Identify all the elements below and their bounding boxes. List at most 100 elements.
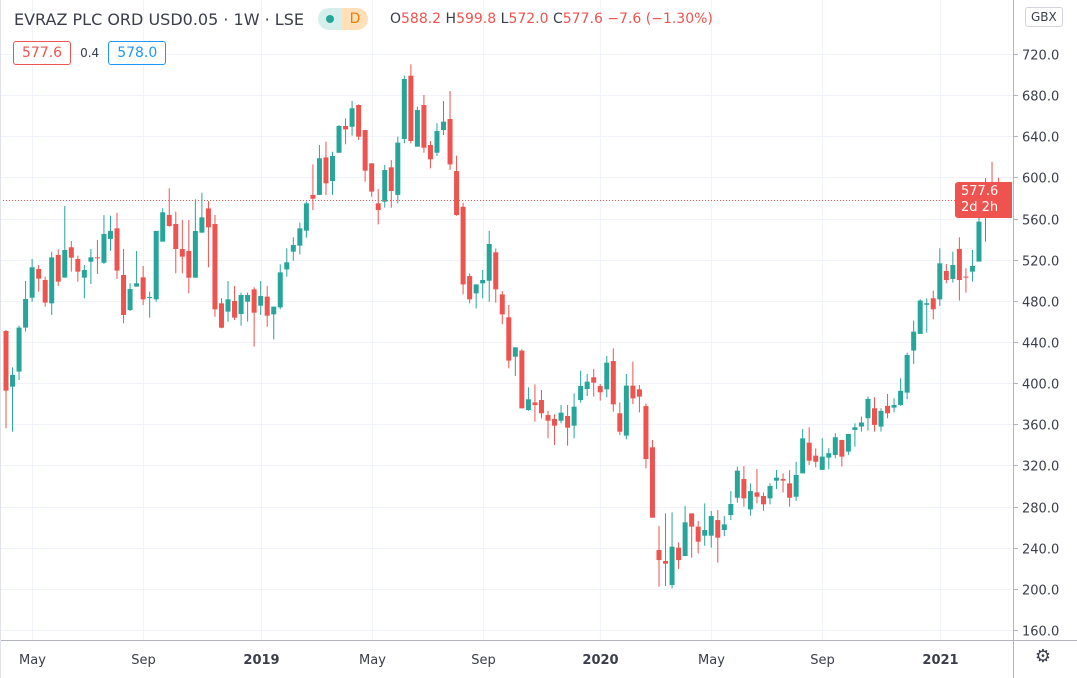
candle[interactable] bbox=[669, 512, 675, 589]
candle[interactable] bbox=[904, 352, 910, 400]
candle[interactable] bbox=[610, 348, 616, 412]
candle[interactable] bbox=[388, 160, 394, 208]
candle[interactable] bbox=[473, 284, 479, 309]
candle[interactable] bbox=[218, 298, 224, 329]
candle[interactable] bbox=[741, 466, 747, 507]
candle[interactable] bbox=[395, 136, 401, 204]
candle[interactable] bbox=[976, 217, 982, 262]
candle[interactable] bbox=[434, 123, 440, 157]
candle[interactable] bbox=[512, 347, 518, 376]
candle[interactable] bbox=[715, 509, 721, 563]
candle[interactable] bbox=[676, 542, 682, 570]
candle[interactable] bbox=[858, 416, 864, 432]
candle[interactable] bbox=[375, 188, 381, 225]
candle[interactable] bbox=[695, 520, 701, 554]
candle[interactable] bbox=[467, 273, 473, 304]
candle[interactable] bbox=[728, 491, 734, 521]
candle[interactable] bbox=[865, 396, 871, 431]
candle[interactable] bbox=[10, 367, 16, 432]
candle[interactable] bbox=[898, 378, 904, 406]
candle[interactable] bbox=[571, 393, 577, 439]
candle[interactable] bbox=[852, 423, 858, 447]
candle[interactable] bbox=[584, 373, 590, 397]
candle[interactable] bbox=[519, 349, 525, 409]
candle[interactable] bbox=[414, 106, 420, 147]
buy-button[interactable]: 578.0 bbox=[108, 41, 167, 65]
candle[interactable] bbox=[134, 250, 140, 287]
candle[interactable] bbox=[793, 461, 799, 501]
candle[interactable] bbox=[499, 290, 505, 325]
candle[interactable] bbox=[643, 403, 649, 469]
candle[interactable] bbox=[277, 264, 283, 310]
candle[interactable] bbox=[525, 387, 531, 411]
candle[interactable] bbox=[127, 283, 133, 311]
candle[interactable] bbox=[597, 383, 603, 401]
candle[interactable] bbox=[486, 230, 492, 302]
candle[interactable] bbox=[160, 208, 166, 242]
candle[interactable] bbox=[114, 212, 120, 279]
candle[interactable] bbox=[75, 255, 81, 282]
candle[interactable] bbox=[956, 237, 962, 301]
sell-button[interactable]: 577.6 bbox=[13, 41, 72, 65]
candle[interactable] bbox=[780, 473, 786, 493]
candle[interactable] bbox=[578, 370, 584, 403]
candle[interactable] bbox=[506, 304, 512, 369]
candle[interactable] bbox=[153, 230, 159, 302]
candle[interactable] bbox=[774, 470, 780, 489]
candle[interactable] bbox=[480, 270, 486, 299]
candle[interactable] bbox=[16, 325, 22, 381]
candle[interactable] bbox=[950, 251, 956, 283]
candle[interactable] bbox=[166, 188, 172, 227]
candle[interactable] bbox=[969, 249, 975, 282]
candle[interactable] bbox=[911, 320, 917, 364]
candle[interactable] bbox=[408, 64, 414, 144]
candle[interactable] bbox=[225, 281, 231, 322]
candle[interactable] bbox=[49, 251, 55, 315]
candle[interactable] bbox=[81, 264, 87, 299]
candle[interactable] bbox=[767, 483, 773, 505]
candle[interactable] bbox=[943, 263, 949, 284]
candle[interactable] bbox=[382, 164, 388, 208]
candle[interactable] bbox=[721, 516, 727, 537]
candle[interactable] bbox=[147, 291, 153, 318]
candle[interactable] bbox=[963, 268, 969, 293]
candle[interactable] bbox=[23, 281, 29, 332]
candle[interactable] bbox=[917, 299, 923, 334]
candle[interactable] bbox=[617, 402, 623, 435]
candle[interactable] bbox=[245, 292, 251, 322]
candle[interactable] bbox=[94, 239, 100, 275]
candle[interactable] bbox=[3, 329, 9, 429]
candle[interactable] bbox=[199, 192, 205, 233]
candle[interactable] bbox=[316, 145, 322, 195]
candle[interactable] bbox=[330, 151, 335, 195]
candle[interactable] bbox=[845, 433, 851, 455]
candle[interactable] bbox=[36, 264, 42, 292]
candle[interactable] bbox=[179, 220, 185, 274]
candle[interactable] bbox=[42, 276, 48, 307]
candle[interactable] bbox=[924, 298, 930, 333]
candle[interactable] bbox=[552, 414, 558, 445]
candle[interactable] bbox=[885, 393, 891, 419]
candle[interactable] bbox=[421, 95, 427, 153]
candle[interactable] bbox=[826, 448, 832, 470]
candle[interactable] bbox=[62, 206, 68, 278]
candle[interactable] bbox=[702, 503, 708, 546]
candle[interactable] bbox=[343, 118, 349, 145]
candle[interactable] bbox=[734, 466, 740, 503]
candle[interactable] bbox=[656, 526, 662, 587]
candle[interactable] bbox=[839, 439, 845, 467]
candle[interactable] bbox=[538, 390, 544, 419]
candle[interactable] bbox=[441, 101, 447, 136]
candle[interactable] bbox=[689, 513, 695, 558]
time-axis[interactable] bbox=[0, 640, 1013, 678]
candle[interactable] bbox=[68, 240, 74, 272]
candle[interactable] bbox=[454, 155, 460, 216]
candle[interactable] bbox=[493, 248, 499, 303]
candle[interactable] bbox=[813, 448, 819, 468]
candle[interactable] bbox=[336, 124, 342, 153]
candle[interactable] bbox=[604, 355, 610, 398]
candle[interactable] bbox=[323, 141, 329, 195]
candle[interactable] bbox=[427, 141, 433, 169]
candle[interactable] bbox=[251, 287, 257, 347]
